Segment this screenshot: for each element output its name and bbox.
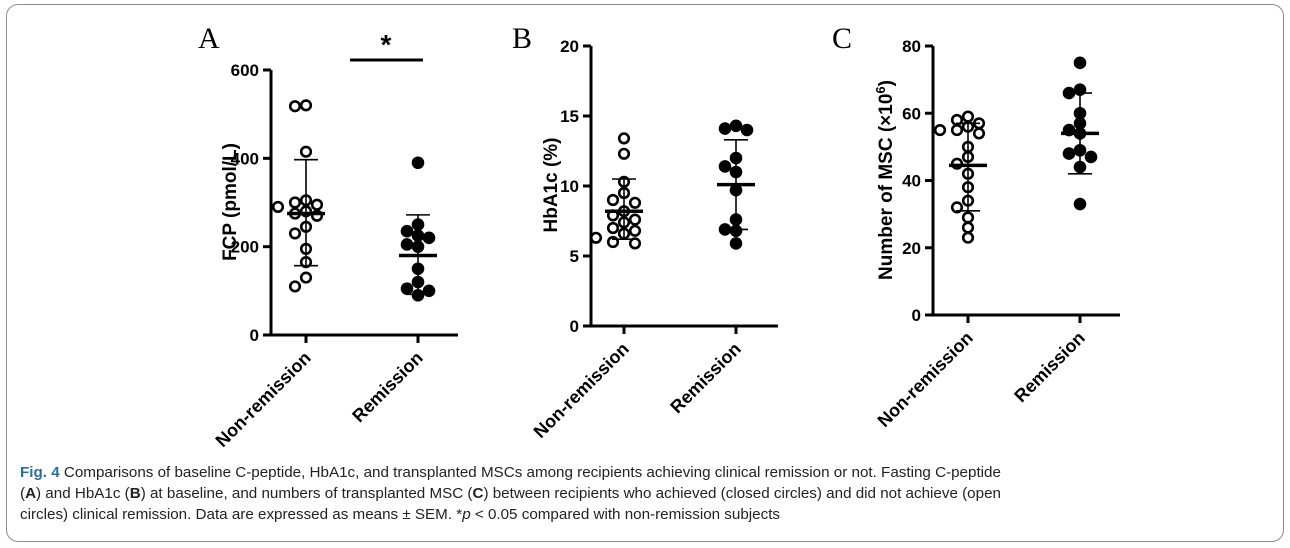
- panel-b-point-non-remission: [606, 193, 620, 207]
- panel-b-category-label: Remission: [666, 339, 745, 418]
- panel-b-letter: B: [512, 22, 532, 55]
- panel-c-y-tick-label: 40: [902, 172, 921, 191]
- panel-c-y-tick-label: 80: [902, 37, 921, 56]
- caption-figure-label: Fig. 4: [20, 464, 60, 481]
- panel-c-y-axis-label-main: Number of MSC (×10: [876, 94, 897, 280]
- panel-c-category-label: Remission: [1010, 328, 1089, 407]
- panel-c-point-non-remission: [961, 110, 975, 123]
- panel-b-point-non-remission: [606, 221, 620, 235]
- panel-a-point-non-remission: [288, 227, 302, 240]
- panel-b-y-tick-label: 10: [560, 177, 579, 196]
- panel-b-y-tick-label: 5: [570, 247, 579, 266]
- panel-c-point-non-remission: [933, 123, 947, 137]
- caption-text-2a: (: [20, 485, 26, 502]
- caption-text-3a: circles) clinical remission. Data are ex…: [20, 506, 463, 523]
- panel-c-y-tick-label: 60: [902, 104, 921, 123]
- caption-line-1: Fig. 4 Comparisons of baseline C-peptide…: [20, 462, 1275, 483]
- caption-text-1: Comparisons of baseline C-peptide, HbA1c…: [59, 464, 1001, 481]
- figure-caption: Fig. 4 Comparisons of baseline C-peptide…: [20, 462, 1275, 525]
- panel-a-point-non-remission: [299, 145, 313, 158]
- panel-b-point-non-remission: [628, 237, 642, 250]
- panel-a-letter: A: [198, 22, 220, 55]
- panel-a-point-remission: [400, 238, 414, 251]
- caption-text-2d: ) between recipients who achieved (close…: [483, 485, 1001, 502]
- panel-b-point-remission: [718, 122, 732, 135]
- panel-c-point-non-remission: [961, 221, 975, 234]
- panel-c-point-remission: [1062, 147, 1076, 160]
- panel-c-letter: C: [832, 22, 852, 55]
- panel-a-y-tick-label: 400: [231, 149, 259, 168]
- panel-a-category-label: Non-remission: [212, 348, 315, 451]
- panel-b-point-non-remission: [617, 132, 631, 145]
- panel-c-point-remission: [1084, 150, 1098, 164]
- panel-a-point-non-remission: [299, 99, 313, 112]
- panel-b-y-axis-label: HbA1c (%): [541, 137, 562, 232]
- panel-c-marks: [933, 56, 1099, 244]
- caption-text-2c: ) at baseline, and numbers of transplant…: [140, 485, 473, 502]
- panel-a-point-non-remission: [288, 100, 302, 113]
- panel-b-point-non-remission: [589, 231, 603, 244]
- panel-c-y-tick-label: 0: [912, 306, 921, 325]
- panel-c-point-non-remission: [950, 201, 964, 214]
- panel-a-y-tick-label: 600: [231, 61, 259, 80]
- panel-a: A FCP (pmol/L) 0 200 400 600 Non-remission Re…: [198, 22, 458, 451]
- caption-line-2: (A) and HbA1c (B) at baseline, and numbe…: [20, 483, 1275, 504]
- panel-a-point-remission: [422, 231, 436, 245]
- caption-ref-b: B: [129, 485, 141, 502]
- caption-p-symbol: p: [462, 506, 471, 523]
- panel-c-axes: 0 20 40 60 80 Non-remission Remission: [874, 37, 1120, 431]
- panel-a-y-tick-label: 200: [231, 238, 259, 257]
- panel-b-y-tick-label: 15: [560, 107, 579, 126]
- panel-a-point-non-remission: [288, 280, 302, 293]
- panel-b-category-label: Non-remission: [530, 339, 633, 442]
- panel-c-point-non-remission: [950, 123, 964, 137]
- panel-a-marks: [271, 99, 437, 302]
- panel-a-point-remission: [400, 224, 414, 238]
- caption-text-3b: < 0.05 compared with non-remission subje…: [470, 506, 781, 523]
- panel-c-category-label: Non-remission: [874, 328, 977, 431]
- panel-c-y-axis-label-end: ): [876, 80, 897, 86]
- panel-c-y-tick-label: 20: [902, 239, 921, 258]
- panel-b: B HbA1c (%) 0 5 10 15 20 Non-remission Remissi…: [512, 22, 778, 442]
- panel-b-point-remission: [729, 237, 743, 250]
- panel-c: C Number of MSC (×106) 0 20 40 60 80 Non-remi…: [832, 22, 1120, 431]
- panel-a-point-non-remission: [271, 200, 285, 214]
- panel-b-point-remission: [718, 160, 732, 173]
- panel-b-point-non-remission: [628, 196, 642, 209]
- caption-ref-c: C: [472, 485, 484, 502]
- panel-c-point-non-remission: [961, 211, 975, 224]
- panel-b-y-tick-label: 0: [570, 317, 579, 336]
- panel-c-y-axis-label-sup: 6: [873, 86, 888, 93]
- panel-c-point-non-remission: [961, 231, 975, 244]
- panel-a-y-tick-label: 0: [250, 326, 259, 345]
- caption-ref-a: A: [25, 485, 37, 502]
- panel-b-point-non-remission: [628, 224, 642, 237]
- panel-a-category-label: Remission: [348, 348, 427, 427]
- panel-b-point-remission: [740, 123, 754, 137]
- panel-a-point-non-remission: [299, 271, 313, 284]
- caption-text-2b: ) and HbA1c (: [36, 485, 130, 502]
- panel-a-point-non-remission: [288, 196, 302, 209]
- panel-a-y-axis-label: FCP (pmol/L): [220, 143, 241, 261]
- panel-b-y-tick-label: 20: [560, 37, 579, 56]
- panel-b-point-non-remission: [617, 147, 631, 160]
- panel-c-point-non-remission: [972, 127, 986, 140]
- panel-a-significance-mark: *: [381, 29, 392, 60]
- panel-b-point-non-remission: [628, 213, 642, 226]
- panel-c-y-axis-label: Number of MSC (×106): [873, 80, 897, 280]
- panel-a-point-non-remission: [310, 198, 324, 211]
- panel-a-point-remission: [400, 282, 414, 295]
- panel-b-marks: [589, 119, 755, 250]
- panel-c-point-remission: [1073, 197, 1087, 211]
- panel-c-point-remission: [1073, 56, 1087, 70]
- panel-b-point-remission: [729, 119, 743, 133]
- figure-frame: [6, 4, 1284, 542]
- caption-line-3: circles) clinical remission. Data are ex…: [20, 504, 1275, 525]
- panel-a-point-remission: [411, 156, 425, 170]
